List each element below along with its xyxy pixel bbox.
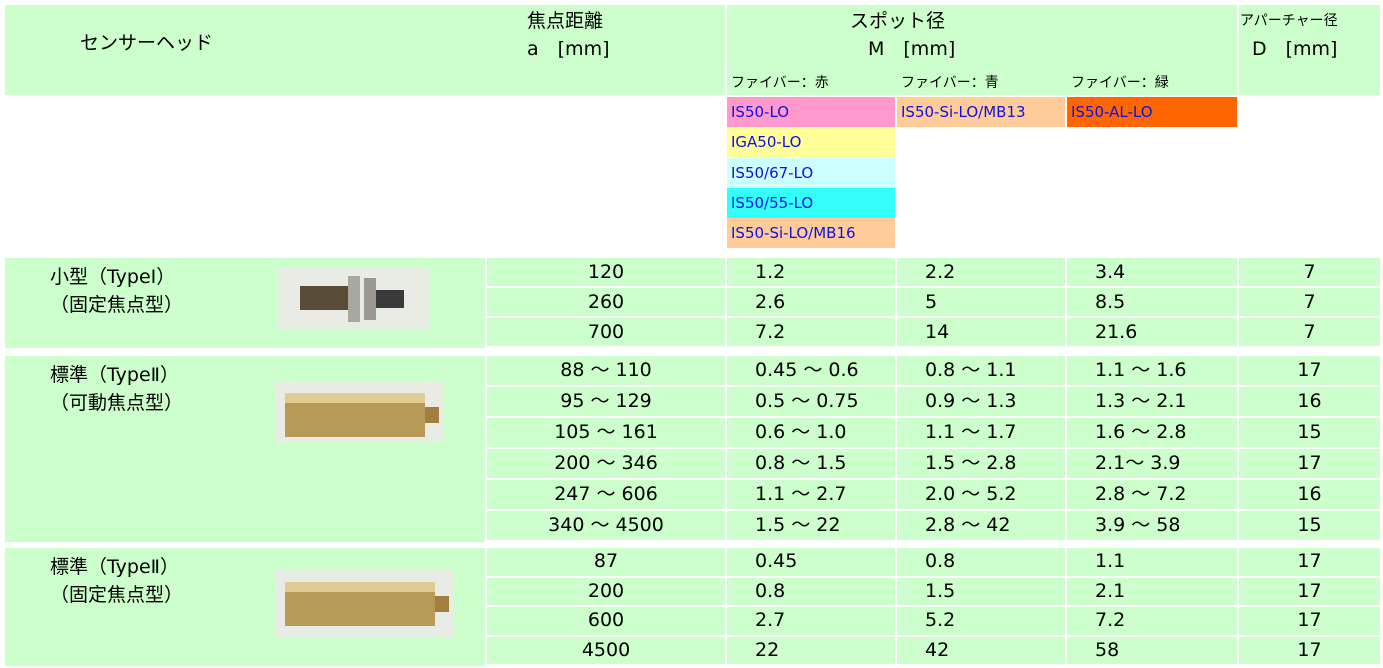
- cell: 1.1 ～ 2.7: [725, 480, 895, 511]
- cell: 2.2: [895, 258, 1065, 288]
- cell: 0.5 ～ 0.75: [725, 387, 895, 418]
- cell: 1.2: [725, 258, 895, 288]
- cell: 1.5 ～ 22: [725, 511, 895, 542]
- cell: 7.2: [1065, 607, 1237, 637]
- cell: 200 ～ 346: [485, 449, 725, 480]
- group-sub: （固定焦点型）: [50, 294, 184, 316]
- focal-header: 焦点距離: [527, 10, 604, 32]
- cell: 2.7: [725, 607, 895, 637]
- cell: 0.45: [725, 548, 895, 578]
- cell: 14: [895, 318, 1065, 348]
- cell: 17: [1237, 577, 1380, 607]
- cell: 0.8: [725, 577, 895, 607]
- cell: 22: [725, 636, 895, 666]
- cell: 16: [1237, 480, 1380, 511]
- cell: 260: [485, 288, 725, 318]
- cell: 17: [1237, 356, 1380, 387]
- fiber-header: ファイバー：青: [901, 75, 999, 91]
- cell: 1.1 ～ 1.7: [895, 418, 1065, 449]
- cell: 2.0 ～ 5.2: [895, 480, 1065, 511]
- cell: 15: [1237, 418, 1380, 449]
- cell: 15: [1237, 511, 1380, 542]
- cell: 0.9 ～ 1.3: [895, 387, 1065, 418]
- cell: 3.9 ～ 58: [1065, 511, 1237, 542]
- cell: 1.1: [1065, 548, 1237, 578]
- cell: 58: [1065, 636, 1237, 666]
- cell: 17: [1237, 449, 1380, 480]
- cell: 5.2: [895, 607, 1065, 637]
- cell: 2.6: [725, 288, 895, 318]
- group-sub: （可動焦点型）: [50, 392, 184, 414]
- header-band: [5, 5, 1380, 95]
- model-swatch: IS50/55-LO: [727, 187, 895, 218]
- cell: 7: [1237, 318, 1380, 348]
- model-swatch: IGA50-LO: [727, 127, 895, 158]
- cell: 1.1 ～ 1.6: [1065, 356, 1237, 387]
- cell: 7: [1237, 258, 1380, 288]
- cell: 120: [485, 258, 725, 288]
- cell: 0.8 ～ 1.5: [725, 449, 895, 480]
- cell: 17: [1237, 636, 1380, 666]
- spot-unit: M [mm]: [868, 38, 956, 60]
- cell: 16: [1237, 387, 1380, 418]
- cell: 200: [485, 577, 725, 607]
- model-swatch: IS50-Si-LO/MB13: [897, 97, 1065, 127]
- cell: 7.2: [725, 318, 895, 348]
- spot-header: スポット径: [850, 10, 946, 32]
- cell: 1.5: [895, 577, 1065, 607]
- group-band: [5, 356, 1380, 542]
- group-sub: （固定焦点型）: [50, 584, 184, 606]
- model-swatch: IS50-AL-LO: [1067, 97, 1237, 127]
- cell: 0.8 ～ 1.1: [895, 356, 1065, 387]
- sensor-image: [275, 570, 453, 638]
- aperture-header: アパーチャー径: [1240, 13, 1338, 29]
- cell: 17: [1237, 607, 1380, 637]
- cell: 17: [1237, 548, 1380, 578]
- divider: [1237, 5, 1239, 95]
- fiber-header: ファイバー：赤: [731, 75, 829, 91]
- cell: 0.6 ～ 1.0: [725, 418, 895, 449]
- cell: 5: [895, 288, 1065, 318]
- cell: 7: [1237, 288, 1380, 318]
- cell: 95 ～ 129: [485, 387, 725, 418]
- cell: 2.1: [1065, 577, 1237, 607]
- cell: 247 ～ 606: [485, 480, 725, 511]
- group-name: 標準（TypeⅡ）: [50, 364, 179, 386]
- cell: 8.5: [1065, 288, 1237, 318]
- cell: 1.5 ～ 2.8: [895, 449, 1065, 480]
- cell: 2.1～ 3.9: [1065, 449, 1237, 480]
- cell: 87: [485, 548, 725, 578]
- cell: 4500: [485, 636, 725, 666]
- sensor-image: [278, 268, 430, 330]
- cell: 600: [485, 607, 725, 637]
- cell: 21.6: [1065, 318, 1237, 348]
- cell: 700: [485, 318, 725, 348]
- cell: 2.8 ～ 7.2: [1065, 480, 1237, 511]
- model-swatch: IS50-LO: [727, 97, 895, 127]
- group-name: 標準（TypeⅡ）: [50, 556, 179, 578]
- cell: 1.3 ～ 2.1: [1065, 387, 1237, 418]
- cell: 0.45 ～ 0.6: [725, 356, 895, 387]
- model-swatch: IS50/67-LO: [727, 157, 895, 188]
- cell: 88 ～ 110: [485, 356, 725, 387]
- group-band: [5, 548, 1380, 666]
- group-band: [5, 258, 1380, 348]
- cell: 1.6 ～ 2.8: [1065, 418, 1237, 449]
- cell: 0.8: [895, 548, 1065, 578]
- fiber-header: ファイバー：緑: [1071, 75, 1169, 91]
- divider: [725, 5, 727, 95]
- sensor-image: [275, 381, 443, 441]
- cell: 2.8 ～ 42: [895, 511, 1065, 542]
- sensor-head-header: センサーヘッド: [80, 32, 214, 54]
- model-swatch: IS50-Si-LO/MB16: [727, 218, 895, 249]
- aperture-unit: D [mm]: [1252, 38, 1338, 60]
- cell: 340 ～ 4500: [485, 511, 725, 542]
- cell: 42: [895, 636, 1065, 666]
- focal-unit: a [mm]: [527, 38, 610, 60]
- cell: 3.4: [1065, 258, 1237, 288]
- cell: 105 ～ 161: [485, 418, 725, 449]
- group-name: 小型（TypeⅠ）: [50, 266, 176, 288]
